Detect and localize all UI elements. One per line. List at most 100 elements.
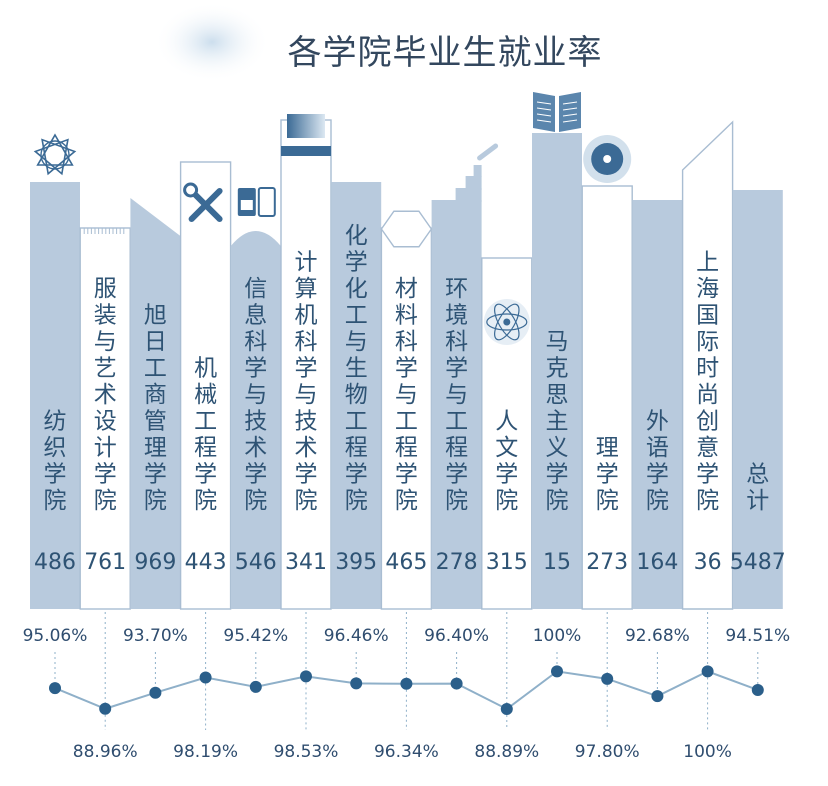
bar	[230, 231, 281, 609]
target-disc-icon	[583, 135, 632, 183]
rate-label: 96.34%	[374, 742, 439, 762]
bar-group: 上海国际时尚创意学院 36	[681, 120, 734, 610]
bar-category-label: 环境科学与工程学院	[445, 276, 468, 514]
bar	[30, 182, 80, 609]
rate-label: 100%	[533, 626, 582, 646]
bar-category-label: 外语学院	[646, 409, 669, 515]
rate-label: 98.53%	[274, 742, 339, 762]
bar-value-label: 395	[335, 550, 377, 575]
rate-point	[350, 677, 363, 690]
bar-category-label: 信息科学与技术学院	[244, 276, 267, 514]
bar-category-label: 马克思主义学院	[546, 329, 569, 514]
rate-label: 96.46%	[324, 626, 389, 646]
bar	[331, 182, 382, 609]
bar-group: 材料科学与工程学院 465	[380, 227, 433, 610]
bar-group: 马克思主义学院 15	[532, 133, 582, 609]
bar-value-label: 164	[636, 550, 678, 575]
bar	[632, 200, 683, 609]
sd-card-icon	[237, 187, 276, 217]
rate-label: 96.40%	[424, 626, 489, 646]
bar-value-label: 5487	[730, 550, 786, 575]
bar-category-label: 化学化工与生物工程学院	[345, 223, 368, 514]
rate-point	[651, 690, 664, 703]
rate-label: 88.89%	[474, 742, 539, 762]
rate-label: 92.68%	[625, 626, 690, 646]
bar-value-label: 315	[486, 550, 528, 575]
bar	[431, 200, 482, 609]
factory-chimney-icon	[455, 143, 499, 202]
bar-value-label: 465	[385, 550, 427, 575]
rate-point	[450, 677, 463, 690]
bar	[280, 119, 332, 610]
bar-value-label: 15	[543, 550, 571, 575]
bar-value-label: 341	[285, 550, 327, 575]
bar-group: 信息科学与技术学院 546	[230, 231, 281, 609]
bar-value-label: 546	[235, 550, 277, 575]
bar-category-label: 旭日工商管理学院	[144, 303, 167, 515]
atom-icon	[483, 299, 530, 345]
rate-point	[199, 671, 212, 684]
rate-label: 97.80%	[575, 742, 640, 762]
bar-group: 理学院 273	[581, 185, 633, 610]
rate-label: 88.96%	[73, 742, 138, 762]
bar-group: 化学化工与生物工程学院 395	[331, 182, 382, 609]
bar-group: 旭日工商管理学院 969	[130, 198, 181, 609]
rate-label: 94.51%	[725, 626, 790, 646]
bar	[380, 227, 433, 610]
icons-layer	[33, 92, 632, 345]
bar	[732, 190, 783, 609]
bar-value-label: 443	[185, 550, 227, 575]
rate-label: 93.70%	[123, 626, 188, 646]
bar-group: 环境科学与工程学院 278	[431, 200, 482, 609]
bar-value-label: 36	[694, 550, 722, 575]
rate-label: 98.19%	[173, 742, 238, 762]
bar	[581, 185, 633, 610]
bar-category-label: 总计	[746, 462, 769, 515]
chart-title: 各学院毕业生就业率	[288, 33, 603, 73]
rate-point	[551, 665, 563, 678]
bar-group: 外语学院 164	[632, 200, 683, 609]
open-book-icon	[533, 92, 581, 132]
bar-value-label: 273	[586, 550, 628, 575]
rate-point	[300, 670, 312, 683]
hexagon-icon	[380, 210, 433, 248]
rate-point	[400, 677, 413, 690]
rate-label: 95.42%	[223, 626, 288, 646]
bar-group: 纺织学院 486	[30, 182, 80, 609]
rate-label: 100%	[683, 742, 732, 762]
rate-point	[249, 680, 262, 693]
bar-group: 服装与艺术设计学院 761	[79, 227, 131, 610]
bar	[532, 133, 582, 609]
bar-value-label: 486	[34, 550, 76, 575]
bar-category-label: 纺织学院	[44, 409, 67, 515]
bar-category-label: 材料科学与工程学院	[395, 276, 418, 514]
bar-category-label: 机械工程学院	[194, 356, 217, 515]
rate-point	[701, 665, 714, 678]
rate-point	[99, 702, 112, 715]
molecule-ring-icon	[33, 133, 77, 176]
rate-point	[49, 682, 61, 695]
bar-category-label: 计算机科学与技术学院	[295, 250, 318, 515]
bar	[79, 227, 131, 610]
bar-value-label: 761	[84, 550, 126, 575]
rate-point	[601, 672, 614, 685]
bar-category-label: 上海国际时尚创意学院	[696, 250, 719, 515]
rate-point	[149, 686, 162, 699]
bars-layer: 纺织学院486服装与艺术设计学院761旭日工商管理学院969机械工程学院443信…	[30, 119, 786, 610]
bar	[681, 120, 734, 610]
bar	[179, 161, 232, 610]
bar-value-label: 278	[436, 550, 478, 575]
bar-group: 总计 5487	[730, 190, 786, 609]
bar-group: 机械工程学院 443	[179, 161, 232, 610]
bar-value-label: 969	[134, 550, 176, 575]
bar-category-label: 服装与艺术设计学院	[94, 276, 117, 514]
bar-group: 计算机科学与技术学院 341	[280, 119, 332, 610]
rate-line-layer: 95.06% 88.96% 93.70% 98.19% 95.42% 98.53% 96.4…	[23, 612, 790, 762]
rate-point	[500, 702, 513, 715]
wrench-screwdriver-icon	[183, 182, 223, 222]
bar	[130, 198, 181, 609]
decorative-blob	[154, 2, 270, 82]
bar-category-label: 人文学院	[495, 409, 518, 515]
